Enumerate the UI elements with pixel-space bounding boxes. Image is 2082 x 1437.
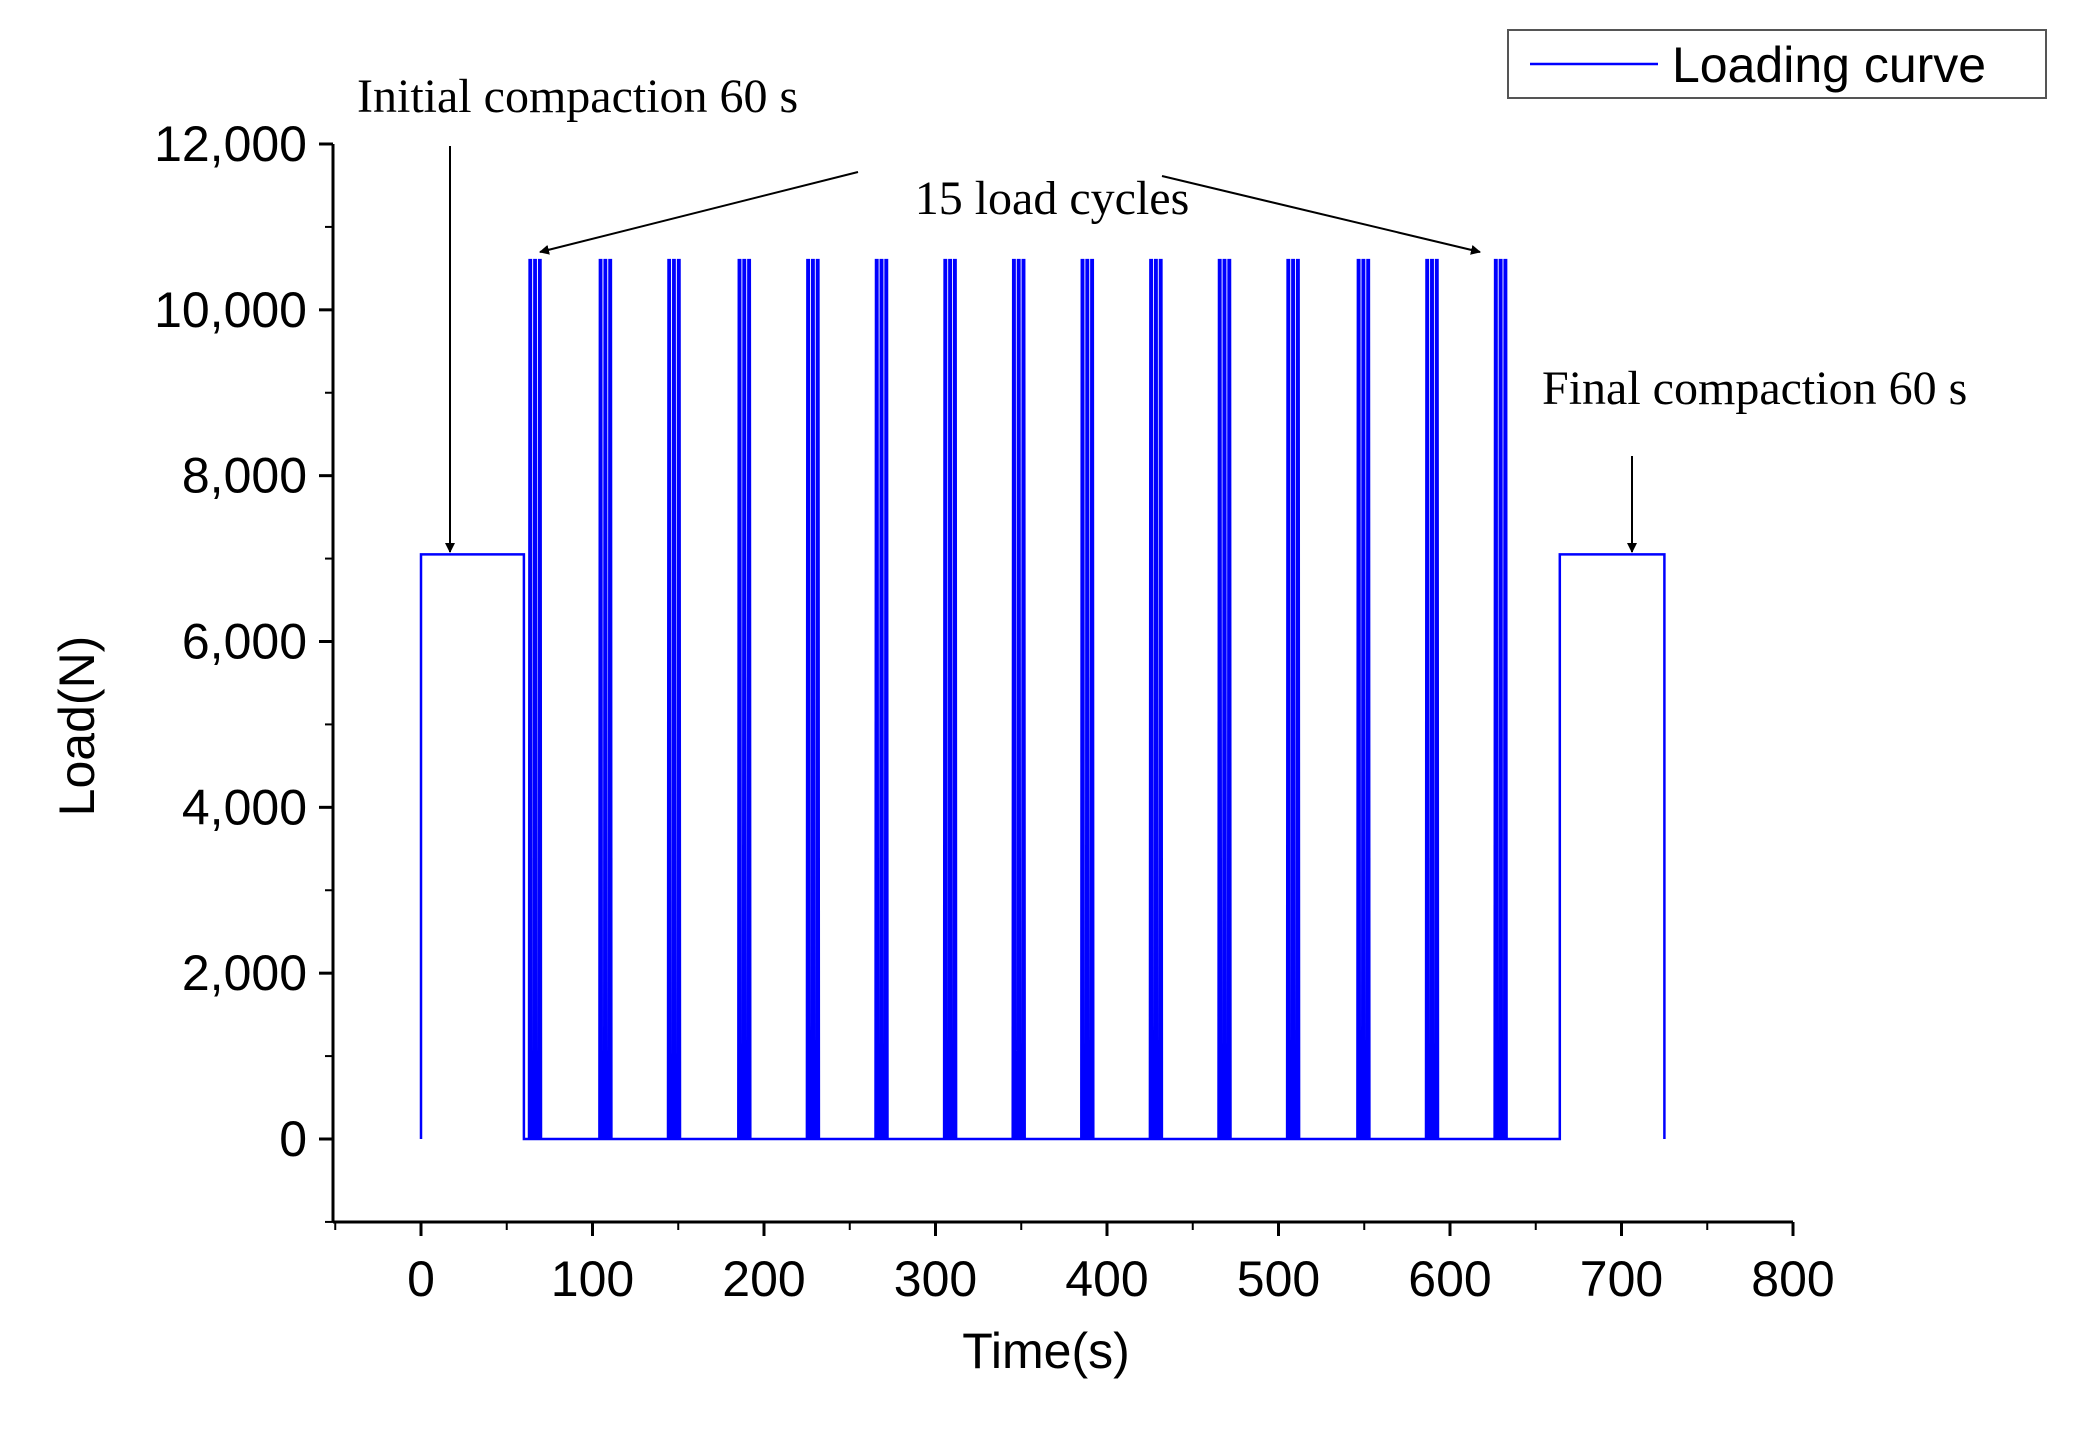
- y-tick-label: 4,000: [182, 779, 307, 835]
- y-tick-label: 12,000: [154, 116, 307, 172]
- series-line-loading-curve: [419, 258, 1666, 1141]
- x-tick-label: 300: [894, 1251, 977, 1307]
- x-tick-label: 100: [551, 1251, 634, 1307]
- y-tick-label: 6,000: [182, 614, 307, 670]
- x-tick-label: 0: [407, 1251, 435, 1307]
- x-tick-label: 500: [1237, 1251, 1320, 1307]
- y-tick-label: 8,000: [182, 448, 307, 504]
- y-tick-label: 10,000: [154, 282, 307, 338]
- annotation-load-cycles: 15 load cycles: [915, 172, 1190, 225]
- annotation-final-compaction: Final compaction 60 s: [1542, 362, 1967, 415]
- x-tick-label: 200: [722, 1251, 805, 1307]
- y-axis-title: Load(N): [49, 636, 105, 817]
- ticks-layer: 0 100 200 300 400 500 600 700 800 0 2,000 4,000 6,00…: [154, 116, 1835, 1307]
- annotation-initial-compaction: Initial compaction 60 s: [357, 70, 798, 123]
- annotation-cycles-arrow-left: [539, 171, 859, 255]
- legend: Loading curve: [1507, 29, 2047, 99]
- legend-label: Loading curve: [1672, 37, 1986, 93]
- x-tick-label: 400: [1065, 1251, 1148, 1307]
- x-tick-label: 800: [1751, 1251, 1834, 1307]
- series-layer: [419, 258, 1666, 1141]
- x-axis-title: Time(s): [962, 1323, 1130, 1379]
- x-tick-label: 700: [1580, 1251, 1663, 1307]
- y-tick-label: 2,000: [182, 945, 307, 1001]
- annotation-cycles-arrow-right: [1161, 175, 1481, 255]
- x-tick-label: 600: [1408, 1251, 1491, 1307]
- y-tick-label: 0: [279, 1111, 307, 1167]
